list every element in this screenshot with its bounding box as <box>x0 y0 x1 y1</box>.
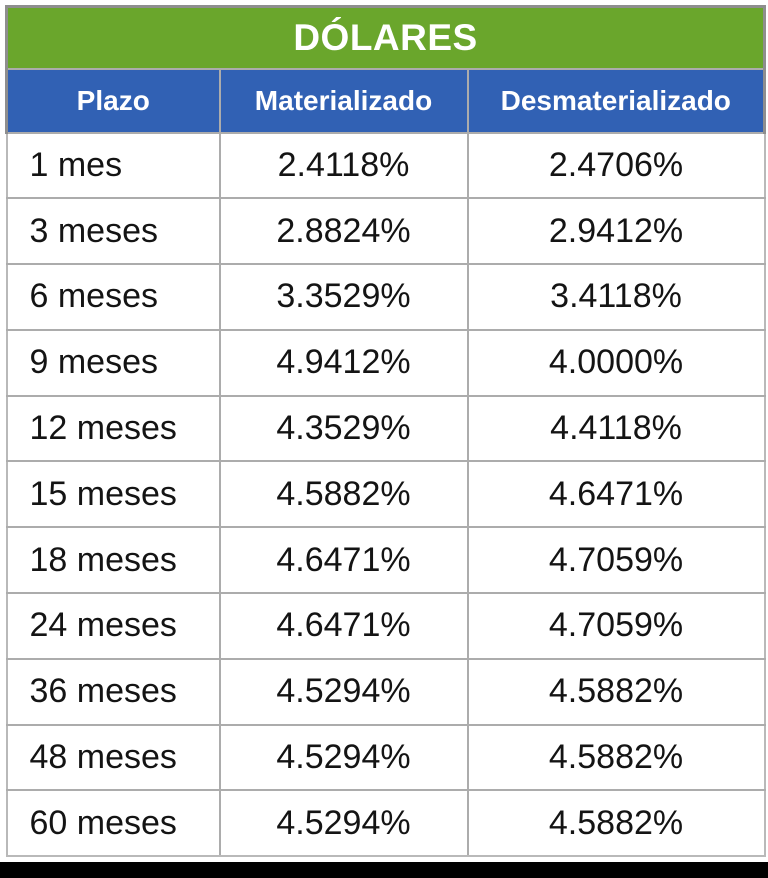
rates-table-container: DÓLARES Plazo Materializado Desmateriali… <box>4 5 767 858</box>
materializado-cell: 4.5294% <box>218 789 469 858</box>
desmaterializado-cell: 2.4706% <box>466 131 766 200</box>
table-row: 1 mes 2.4118% 2.4706% <box>5 131 766 200</box>
materializado-cell: 3.3529% <box>218 263 469 331</box>
materializado-cell: 4.6471% <box>218 592 469 660</box>
table-row: 24 meses 4.6471% 4.7059% <box>5 592 766 660</box>
materializado-cell: 4.5294% <box>218 723 469 792</box>
table-row: 36 meses 4.5294% 4.5882% <box>5 657 766 726</box>
table-row: 9 meses 4.9412% 4.0000% <box>5 328 766 397</box>
plazo-cell: 60 meses <box>5 789 221 858</box>
plazo-cell: 36 meses <box>5 657 221 726</box>
materializado-cell: 4.5294% <box>218 657 469 726</box>
desmaterializado-cell: 4.4118% <box>466 394 766 463</box>
plazo-cell: 18 meses <box>5 526 221 595</box>
desmaterializado-cell: 4.5882% <box>466 657 766 726</box>
desmaterializado-cell: 2.9412% <box>466 197 766 266</box>
materializado-cell: 4.6471% <box>218 526 469 595</box>
column-header-plazo: Plazo <box>5 67 221 134</box>
table-row: 18 meses 4.6471% 4.7059% <box>5 526 766 595</box>
materializado-cell: 4.9412% <box>218 328 469 397</box>
table-title-row: DÓLARES <box>4 5 767 70</box>
desmaterializado-cell: 4.6471% <box>466 460 766 529</box>
materializado-cell: 4.5882% <box>218 460 469 529</box>
desmaterializado-cell: 3.4118% <box>466 263 766 331</box>
plazo-cell: 9 meses <box>5 328 221 397</box>
dollar-rates-table: DÓLARES Plazo Materializado Desmateriali… <box>4 5 767 858</box>
plazo-cell: 12 meses <box>5 394 221 463</box>
plazo-cell: 6 meses <box>5 263 221 331</box>
table-title: DÓLARES <box>4 5 767 70</box>
column-header-materializado: Materializado <box>218 67 469 134</box>
table-body: 1 mes 2.4118% 2.4706% 3 meses 2.8824% 2.… <box>5 131 766 858</box>
column-header-desmaterializado: Desmaterializado <box>466 67 767 134</box>
table-row: 12 meses 4.3529% 4.4118% <box>5 394 766 463</box>
materializado-cell: 2.4118% <box>218 131 469 200</box>
table-header-row: Plazo Materializado Desmaterializado <box>5 67 767 134</box>
desmaterializado-cell: 4.7059% <box>466 592 766 660</box>
desmaterializado-cell: 4.7059% <box>466 526 766 595</box>
materializado-cell: 4.3529% <box>218 394 469 463</box>
plazo-cell: 48 meses <box>5 723 221 792</box>
materializado-cell: 2.8824% <box>218 197 469 266</box>
desmaterializado-cell: 4.5882% <box>466 789 766 858</box>
plazo-cell: 3 meses <box>5 197 221 266</box>
desmaterializado-cell: 4.5882% <box>466 723 766 792</box>
table-row: 48 meses 4.5294% 4.5882% <box>5 723 766 792</box>
table-row: 6 meses 3.3529% 3.4118% <box>5 263 766 331</box>
desmaterializado-cell: 4.0000% <box>466 328 766 397</box>
plazo-cell: 24 meses <box>5 592 221 660</box>
table-row: 15 meses 4.5882% 4.6471% <box>5 460 766 529</box>
plazo-cell: 15 meses <box>5 460 221 529</box>
table-row: 60 meses 4.5294% 4.5882% <box>5 789 766 858</box>
plazo-cell: 1 mes <box>5 131 221 200</box>
table-row: 3 meses 2.8824% 2.9412% <box>5 197 766 266</box>
bottom-black-bar <box>0 862 768 878</box>
